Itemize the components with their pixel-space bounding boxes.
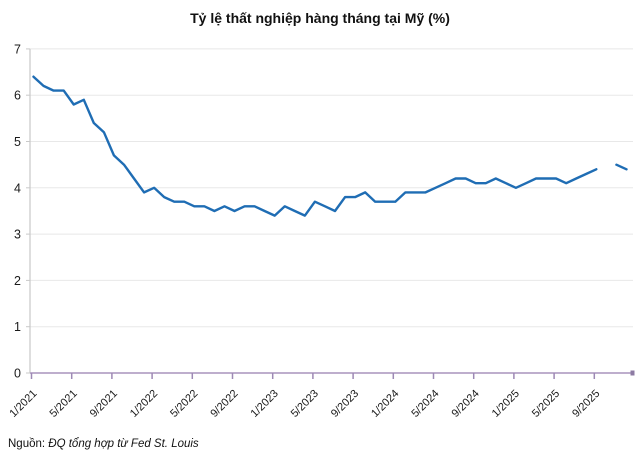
x-tick-label: 1/2021 bbox=[7, 388, 39, 420]
source-note: Nguồn: ĐQ tổng hợp từ Fed St. Louis bbox=[8, 438, 199, 450]
x-tick-label: 1/2024 bbox=[369, 388, 401, 420]
y-tick-label: 7 bbox=[14, 42, 21, 56]
y-tick-label: 3 bbox=[14, 228, 21, 242]
y-tick-label: 4 bbox=[14, 181, 21, 195]
y-tick-label: 6 bbox=[14, 89, 21, 103]
unemployment-line bbox=[615, 163, 628, 171]
y-tick-label: 1 bbox=[14, 320, 21, 334]
x-tick-label: 1/2025 bbox=[490, 388, 522, 420]
x-axis-endcap bbox=[630, 370, 635, 376]
x-tick-label: 5/2024 bbox=[409, 388, 441, 420]
x-tick-label: 5/2025 bbox=[530, 388, 562, 420]
x-tick-label: 5/2022 bbox=[168, 388, 200, 420]
x-tick-label: 1/2023 bbox=[249, 388, 281, 420]
source-prefix: Nguồn: bbox=[8, 438, 49, 450]
x-tick-label: 9/2024 bbox=[450, 388, 482, 420]
x-tick-label: 9/2023 bbox=[329, 388, 361, 420]
y-tick-label: 0 bbox=[14, 367, 21, 381]
y-tick-label: 5 bbox=[14, 135, 21, 149]
x-tick-label: 1/2022 bbox=[128, 388, 160, 420]
y-tick-label: 2 bbox=[14, 274, 21, 288]
x-tick-label: 9/2022 bbox=[208, 388, 240, 420]
x-tick-label: 9/2025 bbox=[570, 388, 602, 420]
chart-title: Tỷ lệ thất nghiệp hàng tháng tại Mỹ (%) bbox=[190, 10, 450, 26]
x-tick-label: 5/2021 bbox=[48, 388, 80, 420]
source-text: ĐQ tổng hợp từ Fed St. Louis bbox=[48, 438, 199, 450]
unemployment-line bbox=[32, 75, 598, 217]
x-tick-label: 5/2023 bbox=[289, 388, 321, 420]
x-tick-label: 9/2021 bbox=[88, 388, 120, 420]
